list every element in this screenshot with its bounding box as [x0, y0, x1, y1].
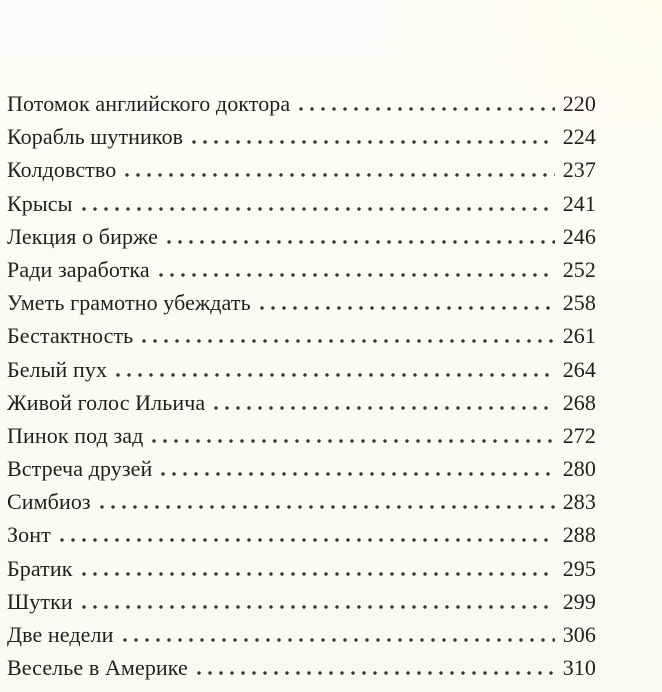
toc-entry-page: 258	[562, 290, 596, 316]
toc-entry-page: 295	[562, 555, 596, 581]
toc-entry-page: 264	[562, 356, 596, 382]
toc-entry: Зонт 288	[7, 518, 596, 551]
toc-entry: Ради заработка 252	[7, 253, 596, 286]
toc-entry: Крысы 241	[7, 187, 596, 220]
toc-entry-title: Лекция о бирже	[7, 223, 158, 249]
toc-entry-title: Шутки	[7, 588, 73, 614]
toc-entry-page: 261	[562, 323, 596, 349]
toc-entry-page: 280	[562, 456, 596, 482]
dot-leader	[81, 604, 555, 609]
toc-entry: Симбиоз 283	[7, 485, 596, 518]
toc-entry-title: Крысы	[7, 190, 73, 216]
toc-entry-page: 283	[562, 489, 596, 515]
dot-leader	[166, 239, 555, 244]
toc-entry-title: Встреча друзей	[7, 456, 153, 482]
toc-entry-page: 237	[562, 157, 596, 183]
toc-entry-title: Белый пух	[7, 356, 108, 382]
toc-entry-title: Зонт	[7, 522, 51, 548]
dot-leader	[214, 405, 555, 410]
toc-entry-title: Корабль шутников	[7, 124, 184, 150]
dot-leader	[116, 372, 555, 377]
toc-entry-title: Ради заработка	[7, 256, 150, 282]
toc-entry: Встреча друзей 280	[7, 452, 596, 485]
toc-entry: Лекция о бирже 246	[7, 220, 596, 253]
toc-entry: Веселье в Америке 310	[7, 651, 596, 684]
dot-leader	[299, 107, 555, 111]
dot-leader	[125, 173, 555, 178]
toc-entry-page: 241	[562, 190, 596, 216]
toc-entry-title: Живой голос Ильича	[7, 389, 206, 415]
toc-entry-title: Братик	[7, 555, 73, 581]
toc-entry-title: Уметь грамотно убеждать	[7, 290, 251, 316]
toc-entry: Пинок под зад 272	[7, 419, 596, 452]
dot-leader	[81, 571, 555, 576]
dot-leader	[259, 306, 555, 311]
toc-entry-page: 220	[562, 91, 596, 116]
toc-entry-page: 299	[562, 588, 596, 614]
toc-entry-page: 268	[562, 389, 596, 415]
dot-leader	[81, 206, 555, 211]
toc-entry: Братик 295	[7, 552, 596, 585]
toc-entry: Шутки 299	[7, 585, 596, 618]
toc-entry-title: Веселье в Америке	[7, 655, 188, 681]
toc-entry: Корабль шутников 224	[7, 120, 596, 153]
toc-entry-title: Колдовство	[7, 157, 117, 183]
toc-entry-title: Две недели	[7, 622, 114, 647]
toc-entry: Потомок английского доктора 220	[7, 87, 596, 120]
toc-entry: Живой голос Ильича 268	[7, 386, 596, 419]
toc-entry-page: 246	[562, 223, 596, 249]
dot-leader	[142, 339, 555, 344]
toc-entry-title: Потомок английского доктора	[7, 91, 291, 116]
dot-leader	[59, 538, 555, 543]
dot-leader	[99, 505, 555, 510]
toc-entry-page: 252	[562, 256, 596, 282]
dot-leader	[158, 272, 555, 277]
dot-leader	[196, 671, 555, 676]
toc-entry: Колдовство 237	[7, 153, 596, 186]
toc-list: Потомок английского доктора 220 Корабль …	[7, 87, 596, 684]
toc-entry: Уметь грамотно убеждать 258	[7, 286, 596, 319]
dot-leader	[122, 638, 555, 642]
toc-entry-title: Бестактность	[7, 323, 134, 349]
toc-entry-page: 306	[562, 622, 596, 647]
toc-entry-page: 288	[562, 522, 596, 548]
toc-entry-title: Пинок под зад	[7, 422, 144, 448]
dot-leader	[152, 438, 555, 443]
toc-entry-page: 272	[562, 422, 596, 448]
toc-entry: Две недели 306	[7, 618, 596, 651]
dot-leader	[192, 140, 555, 145]
toc-entry: Белый пух 264	[7, 353, 596, 386]
dot-leader	[161, 472, 555, 477]
toc-entry-title: Симбиоз	[7, 489, 91, 515]
toc-entry-page: 310	[562, 655, 596, 681]
toc-entry-page: 224	[562, 124, 596, 150]
toc-entry: Бестактность 261	[7, 319, 596, 352]
